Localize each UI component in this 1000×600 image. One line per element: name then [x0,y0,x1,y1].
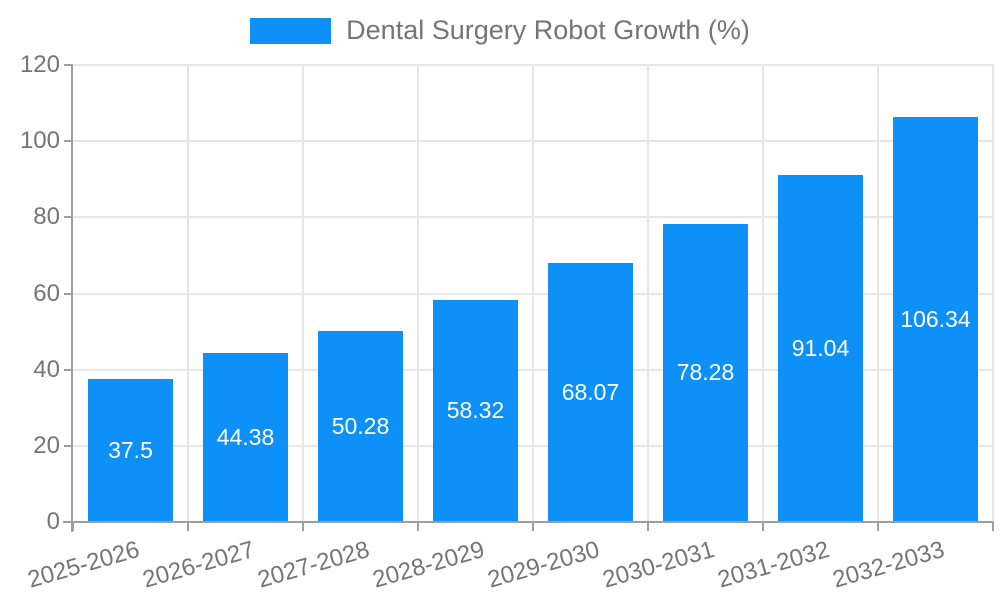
bar[interactable]: 58.32 [432,299,519,522]
y-axis-tick-label: 120 [19,51,60,78]
y-axis-tick-label: 40 [33,355,60,383]
bar[interactable]: 106.34 [892,117,979,522]
y-axis-tick-label: 100 [19,127,60,155]
y-axis-tick [64,216,73,219]
y-axis-tick-label: 0 [46,508,60,535]
bar[interactable]: 68.07 [547,262,634,522]
legend-label: Dental Surgery Robot Growth (%) [346,15,750,45]
y-axis-tick [64,292,73,295]
y-axis-tick [64,444,73,447]
bar[interactable]: 78.28 [662,223,749,522]
y-axis-tick-label: 80 [33,203,60,231]
y-axis-tick-label: 20 [33,431,60,459]
gridline-vertical [417,65,419,522]
bar-value-label: 37.5 [108,437,153,464]
y-axis-tick [64,521,73,523]
x-axis-tick [762,522,764,531]
gridline-vertical [877,65,879,522]
y-axis-tick [64,64,73,66]
y-axis-tick-label: 60 [33,279,60,307]
x-axis-tick [647,522,649,531]
x-axis-tick [992,522,994,531]
gridline-vertical [532,65,534,522]
gridline-vertical [187,65,189,522]
gridline-vertical [762,65,764,522]
legend[interactable]: Dental Surgery Robot Growth (%) [0,15,1000,46]
gridline-vertical [992,65,994,522]
bar-value-label: 44.38 [216,424,275,450]
bar-value-label: 78.28 [676,359,735,386]
bar-value-label: 68.07 [561,378,620,405]
x-axis-tick [187,522,189,531]
bar[interactable]: 91.04 [777,175,864,522]
x-axis-line [63,521,993,523]
gridline-vertical [302,65,304,522]
x-axis-tick [877,522,879,531]
x-axis-tick [417,522,419,531]
x-axis-tick [532,522,534,531]
bar-value-label: 50.28 [331,412,390,439]
y-axis-tick [64,368,73,371]
bar[interactable]: 37.5 [87,379,174,522]
legend-swatch [250,17,332,44]
bar-value-label: 91.04 [791,335,850,362]
gridline-vertical [647,65,649,522]
x-axis-tick [302,522,304,531]
plot-area: 0 20 40 60 80 100 120 37.5 44.38 50.28 58.32 68.07 7… [20,51,994,535]
bar-value-label: 58.32 [446,397,505,424]
y-axis-line [71,65,73,532]
bar[interactable]: 44.38 [202,353,289,522]
bar[interactable]: 50.28 [317,330,404,522]
y-axis-tick [64,140,73,143]
x-axis-tick [72,522,74,531]
bar-value-label: 106.34 [900,306,971,333]
